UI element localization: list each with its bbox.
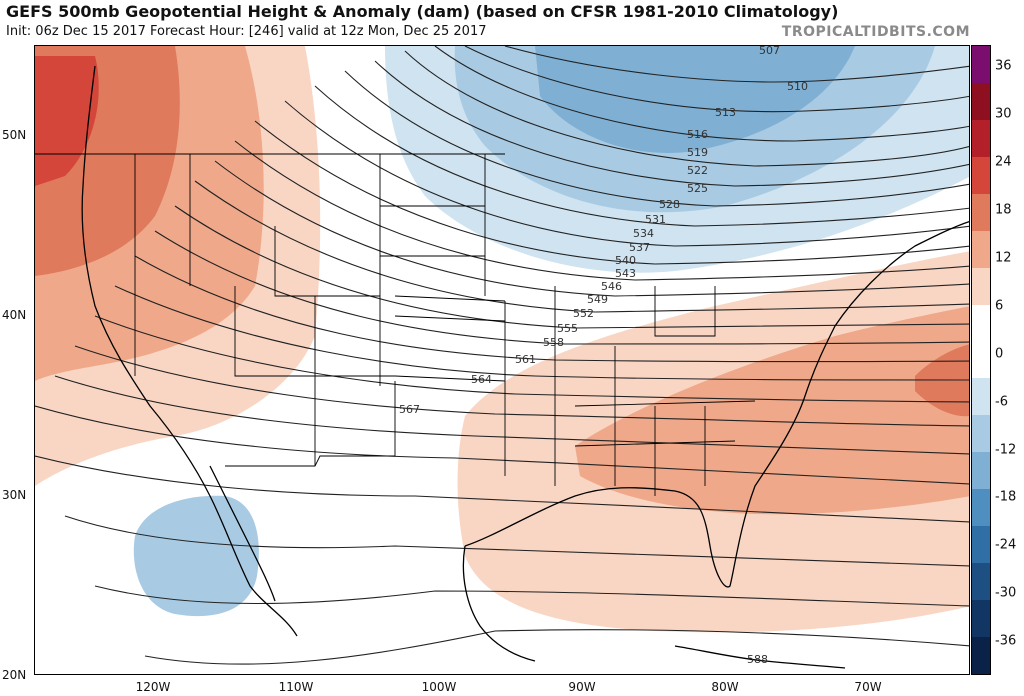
contour-label-519: 519	[687, 146, 708, 159]
colorbar-cell	[972, 526, 990, 564]
contour-label-588: 588	[747, 653, 768, 666]
brand-watermark: TROPICALTIDBITS.COM	[781, 24, 970, 40]
colorbar-cell	[972, 193, 990, 232]
colorbar-cell	[972, 46, 990, 84]
colorbar-tick-label: -36	[995, 633, 1017, 649]
colorbar-cell	[972, 230, 990, 269]
contour-label-516: 516	[687, 128, 708, 141]
colorbar-cell	[972, 82, 990, 121]
contour-label-513: 513	[715, 106, 736, 119]
colorbar-tick-label: 36	[995, 58, 1012, 74]
map-canvas: 507 510 513 516 519 522 525 528 531 534 …	[35, 46, 969, 669]
colorbar-tick-label: -24	[995, 537, 1017, 553]
colorbar-cell	[972, 600, 990, 638]
negative-anomaly-baja	[133, 495, 259, 617]
colorbar-tick-label: 6	[995, 298, 1004, 314]
colorbar-tick-label: 24	[995, 154, 1012, 170]
colorbar-cell	[972, 156, 990, 195]
positive-anomaly-west-core	[35, 56, 99, 186]
contour-label-531: 531	[645, 213, 666, 226]
lon-label-80w: 80W	[711, 680, 739, 694]
contour-label-552: 552	[573, 307, 594, 320]
colorbar-cell	[972, 341, 990, 379]
colorbar-cell	[972, 637, 990, 675]
contour-label-540: 540	[615, 254, 636, 267]
lat-label-30n: 30N	[2, 488, 27, 502]
colorbar-cell	[972, 119, 990, 158]
coastlines	[81, 65, 969, 669]
negative-anomaly-north-strong	[535, 46, 855, 153]
colorbar-tick-label: -6	[995, 394, 1008, 410]
colorbar-tick-label: 18	[995, 202, 1012, 218]
contour-label-522: 522	[687, 164, 708, 177]
contour-label-507: 507	[759, 46, 780, 57]
colorbar-tick-label: -18	[995, 489, 1017, 505]
height-contours	[35, 46, 969, 665]
positive-anomaly-southeast-mid	[575, 306, 969, 515]
colorbar-tick-label: -12	[995, 442, 1017, 457]
lon-label-90w: 90W	[568, 680, 596, 694]
colorbar-cell	[972, 267, 990, 306]
map-title: GEFS 500mb Geopotential Height & Anomaly…	[6, 2, 839, 21]
lat-label-20n: 20N	[2, 668, 27, 682]
colorbar-cell	[972, 452, 990, 490]
colorbar-cell	[972, 415, 990, 453]
contour-label-537: 537	[629, 241, 650, 254]
lat-label-40n: 40N	[2, 308, 27, 322]
lon-label-120w: 120W	[135, 680, 171, 694]
contour-label-528: 528	[659, 198, 680, 211]
colorbar-cell	[972, 489, 990, 527]
contour-label-567: 567	[399, 403, 420, 416]
lon-label-70w: 70W	[854, 680, 882, 694]
colorbar-cell	[972, 563, 990, 601]
contour-label-549: 549	[587, 293, 608, 306]
contour-label-546: 546	[601, 280, 622, 293]
colorbar-tick-label: 0	[995, 346, 1004, 362]
contour-label-558: 558	[543, 336, 564, 349]
lon-label-100w: 100W	[421, 680, 457, 694]
state-borders	[35, 153, 756, 496]
colorbar-tick-label: 30	[995, 106, 1012, 122]
colorbar-cell	[972, 304, 990, 343]
lat-label-50n: 50N	[2, 128, 27, 142]
contour-label-564: 564	[471, 373, 492, 386]
contour-label-510: 510	[787, 80, 808, 93]
contour-label-555: 555	[557, 322, 578, 335]
contour-label-525: 525	[687, 182, 708, 195]
contour-label-561: 561	[515, 353, 536, 366]
colorbar-tick-label: 12	[995, 250, 1012, 266]
height-anomaly-map: 507 510 513 516 519 522 525 528 531 534 …	[34, 45, 970, 675]
anomaly-colorbar	[971, 45, 991, 675]
contour-label-534: 534	[633, 227, 654, 240]
lon-label-110w: 110W	[278, 680, 314, 694]
colorbar-tick-label: -30	[995, 585, 1017, 601]
contour-labels: 507 510 513 516 519 522 525 528 531 534 …	[399, 46, 808, 666]
contour-label-543: 543	[615, 267, 636, 280]
map-subtitle: Init: 06z Dec 15 2017 Forecast Hour: [24…	[6, 24, 487, 39]
colorbar-cell	[972, 378, 990, 416]
